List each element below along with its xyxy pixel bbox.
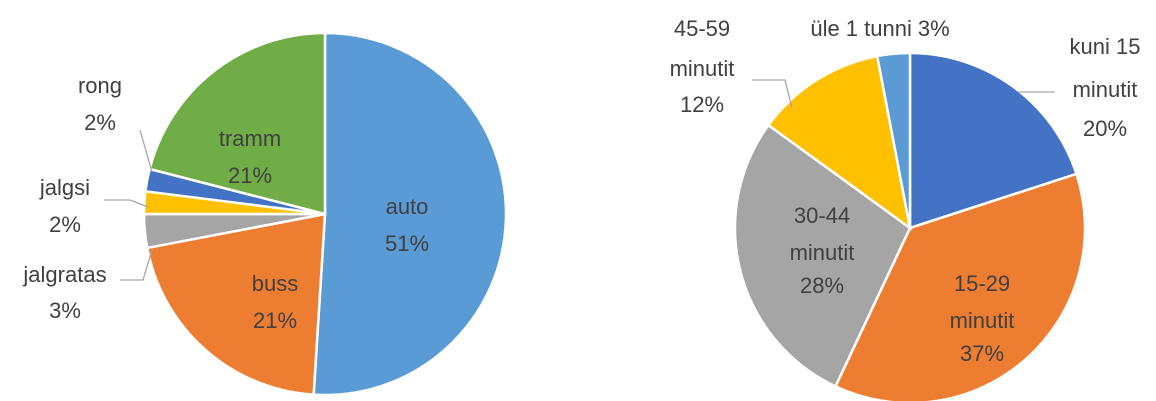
category-label: 15-29 minutit (950, 271, 1015, 333)
value-label: 2% (84, 110, 116, 135)
category-label: 45-59 minutit (670, 16, 735, 81)
pie-slice (875, 51, 912, 229)
category-label: buss (252, 271, 298, 296)
category-label: auto (386, 194, 429, 219)
category-label: kuni 15 minutit (1070, 34, 1141, 102)
leader-line (752, 79, 793, 109)
slice-label: üle 1 tunni 3% (810, 16, 949, 41)
pie-slice (733, 123, 912, 389)
value-label: 3% (49, 298, 81, 323)
leader-line (139, 129, 153, 173)
leader-line (120, 249, 153, 281)
value-label: 20% (1083, 116, 1127, 141)
value-label: 21% (253, 308, 297, 333)
category-label: rong (78, 73, 122, 98)
pie-slice (145, 212, 327, 396)
pie-slice (312, 31, 508, 397)
pie-slice (908, 51, 1079, 230)
category-label: üle 1 tunni (810, 16, 912, 41)
pie-slice (833, 172, 1087, 401)
category-label: tramm (219, 126, 281, 151)
value-label: 51% (385, 231, 429, 256)
value-label: 3% (918, 16, 950, 41)
value-label: 28% (800, 273, 844, 298)
value-label: 37% (960, 341, 1004, 366)
category-label: jalgratas (22, 262, 106, 287)
category-label: jalgsi (39, 175, 90, 200)
pie-slice (148, 31, 327, 216)
leader-line (104, 199, 149, 208)
value-label: 12% (680, 92, 724, 117)
category-label: 30-44 minutit (790, 203, 855, 265)
value-label: 21% (228, 163, 272, 188)
pie-slice (766, 54, 912, 231)
value-label: 2% (49, 212, 81, 237)
